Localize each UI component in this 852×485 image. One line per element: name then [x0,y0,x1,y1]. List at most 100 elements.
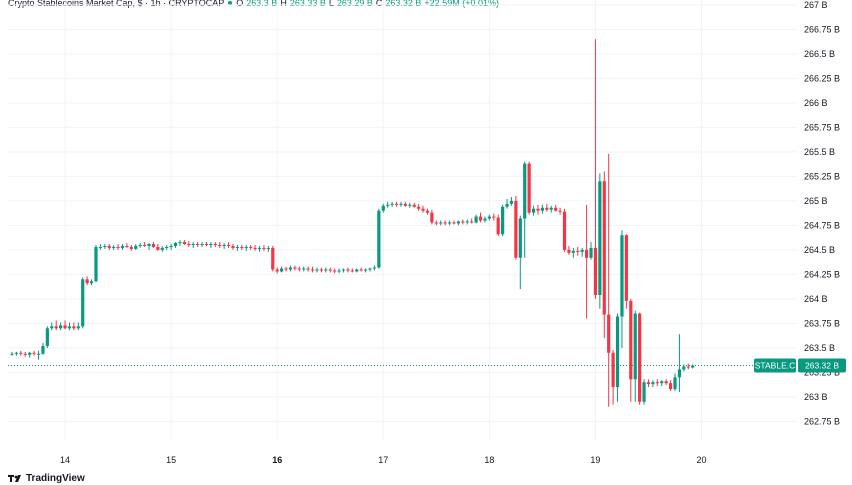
candle-body [536,208,540,211]
candle-body [691,365,695,368]
candle-body [593,247,598,295]
candle-body [443,222,447,224]
candle-body [478,216,483,221]
candle [315,267,319,273]
candle [571,247,575,258]
candle-body [642,382,646,402]
candle-body [461,221,465,223]
candle [602,171,606,339]
candle-body [165,246,169,248]
candle-body [182,242,186,245]
candle-body [576,250,580,252]
candle-body [523,163,527,219]
candle [598,173,602,309]
x-tick-label: 14 [60,455,70,465]
candle-body [364,269,368,271]
x-tick-label: 19 [590,455,600,465]
candle-body [138,245,142,246]
candle-body [668,383,673,390]
symbol-tag-bg [754,358,796,373]
candle [231,244,235,250]
footer: TradingView [8,473,85,484]
candle [94,245,98,283]
candle-body [545,207,549,210]
candle [249,245,253,250]
candle-body [98,246,102,248]
candle-body [562,211,567,250]
candle [76,322,80,331]
candle-body [10,353,14,355]
candle-body [417,206,421,209]
candle [138,243,142,248]
candle-body [549,207,553,210]
candle [45,326,49,348]
candle-body [178,242,182,244]
candle [328,267,332,273]
x-tick-label: 16 [272,455,282,465]
candle-body [288,267,293,270]
candle [439,220,443,226]
candle [589,242,593,260]
candle-body [505,203,509,207]
candle-body [439,222,443,224]
candle-body [204,244,209,246]
candle-body [196,244,200,246]
candle [50,322,54,331]
candle [324,267,328,273]
close-value: 263.32 B [385,0,422,8]
candle [213,242,217,247]
candle-body [412,204,416,207]
candle-body [501,206,505,235]
candle [386,201,390,208]
candle-body [514,200,518,258]
candle-body [249,246,253,248]
candle-body [156,246,160,250]
candle-body [81,279,85,327]
candle-body [262,247,266,249]
candle [112,245,116,250]
candle [523,161,527,258]
candle-body [310,269,315,271]
candle-body [32,352,36,354]
candle-body [191,244,195,246]
tradingview-logo-icon[interactable] [8,474,22,483]
candle [664,379,668,386]
y-tick-label: 263 B [804,392,828,402]
candle [19,350,23,356]
candle-body [23,353,27,355]
candle-body [509,200,514,204]
candle [585,204,589,319]
candle [629,298,633,402]
brand-name[interactable]: TradingView [26,473,85,484]
candle [226,242,231,248]
candle [81,277,85,329]
candle [651,380,655,388]
candle [120,244,125,250]
candle [337,268,341,274]
candle [310,266,315,273]
candle-body [72,326,76,329]
candle-body [452,222,456,224]
candle [341,268,346,273]
candle [54,320,58,331]
candle [527,161,531,215]
candle [417,203,421,211]
symbol-title[interactable]: Crypto Stablecoins Market Cap, $ · 1h · … [8,0,225,8]
candle [191,242,195,248]
candle [487,214,491,221]
y-tick-label: 266.5 B [804,49,835,59]
candle [593,39,598,299]
candle [156,244,160,251]
candle [125,243,129,248]
x-tick-label: 17 [378,455,388,465]
candle-body [293,267,297,269]
candle [28,351,32,358]
candle [381,203,385,213]
candle-body [169,245,173,247]
candle-body [434,222,438,224]
candlestick-chart[interactable]: 267 B 266.75 B 266.5 B 266.25 B 266 B 265.75 … [0,0,852,470]
candle [244,245,248,251]
candle [554,204,558,212]
candle-body [319,269,323,271]
x-tick-label: 20 [697,455,707,465]
